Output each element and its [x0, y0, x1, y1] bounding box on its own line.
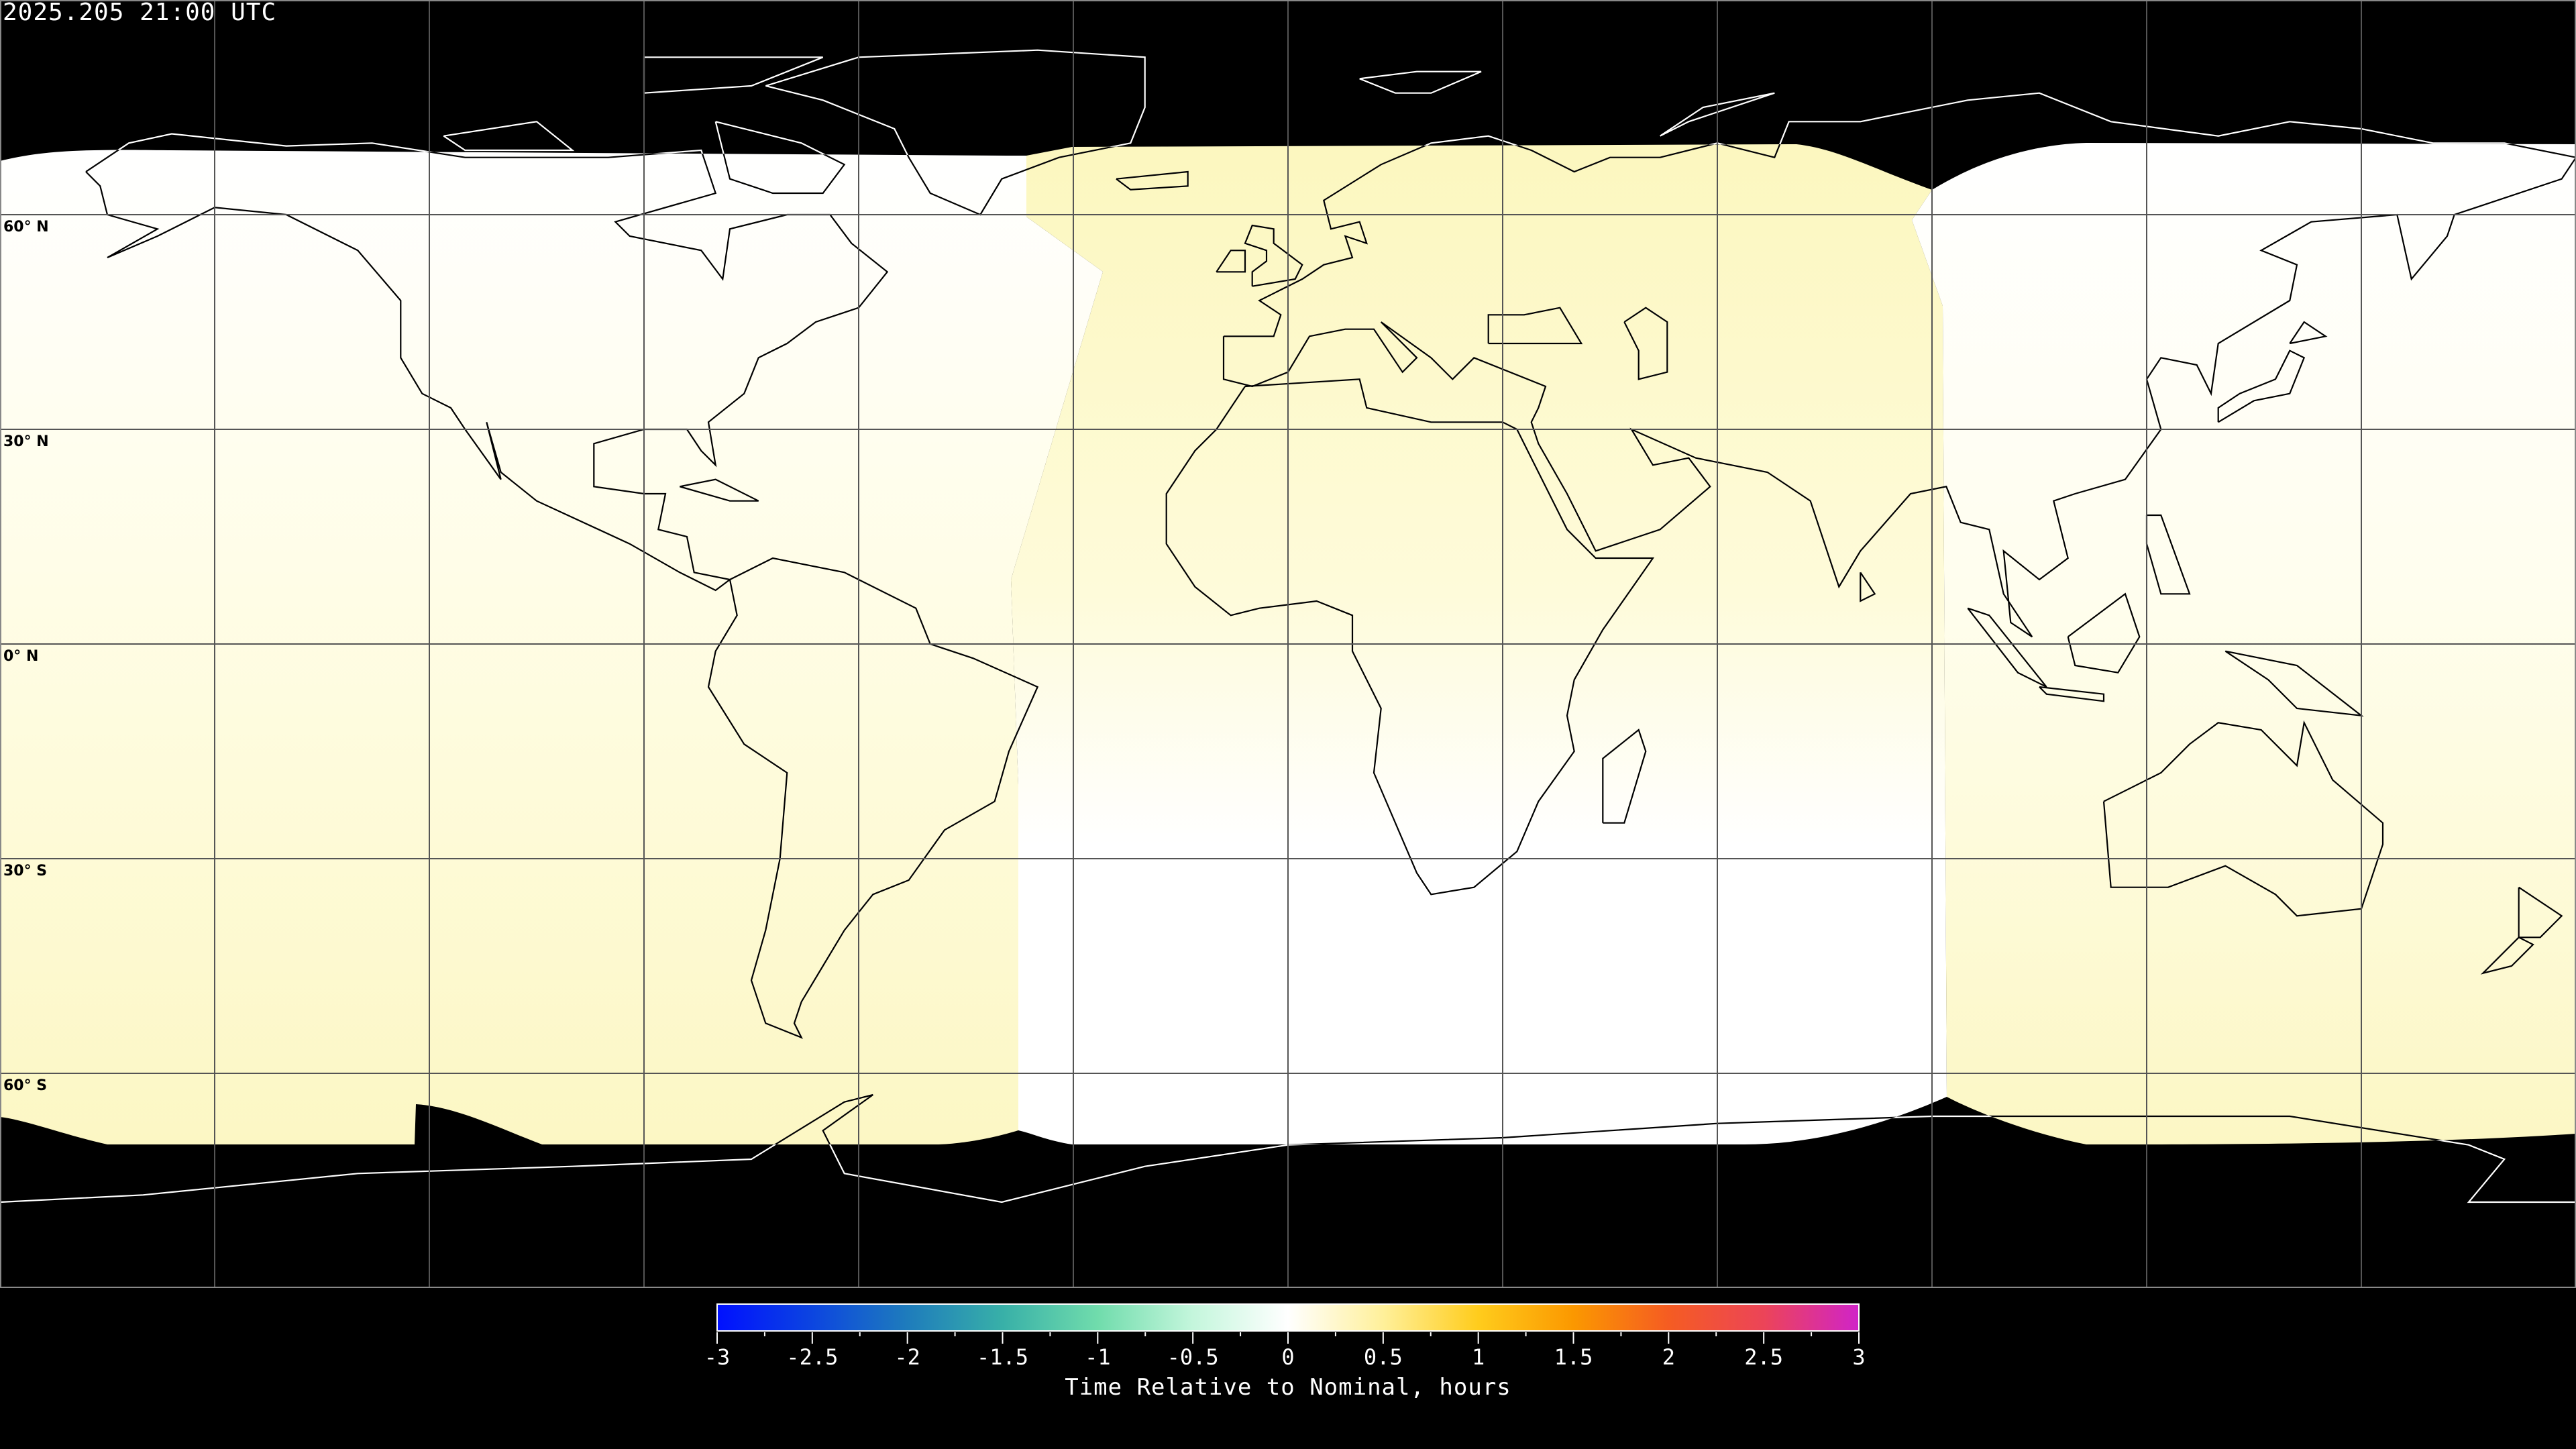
coastline-nz-north	[2518, 886, 2563, 938]
latitude-label: 30° S	[3, 863, 48, 879]
colorbar-title: Time Relative to Nominal, hours	[1065, 1374, 1511, 1401]
colorbar-tick-label: -1.5	[977, 1344, 1028, 1370]
coastline-britain	[1244, 224, 1303, 287]
coastline-novaya-zemlya	[1660, 92, 1775, 137]
latitude-label: 60° S	[3, 1077, 48, 1094]
coastline-hokkaido	[2289, 321, 2328, 345]
map-frame	[0, 0, 2576, 1288]
coastline-java	[2039, 686, 2105, 702]
coastline-north-america	[85, 143, 889, 592]
graticule	[0, 0, 2576, 1288]
shaded-region-west	[0, 150, 1103, 1144]
world-map	[0, 0, 2576, 1288]
coastline-africa	[1165, 378, 1655, 896]
colorbar-tick-label: 0.5	[1364, 1344, 1403, 1370]
coastline-nz-south	[2480, 936, 2534, 975]
coastline-iceland	[1116, 170, 1189, 191]
colorbar-tick-label: -0.5	[1167, 1344, 1219, 1370]
coastline-sumatra	[1967, 607, 2047, 688]
colorbar-tick-label: -2.5	[786, 1344, 838, 1370]
colorbar-tick-label: 1.5	[1554, 1344, 1593, 1370]
coastline-cuba	[679, 478, 759, 502]
colorbar-tick-label: 3	[1852, 1344, 1865, 1370]
colorbar-tick-label: -1	[1085, 1344, 1111, 1370]
colorbar-ticks: -3 -2.5 -2 -1.5 -1 -0.5 0 0.5 1 1.5 2 2.5 3	[704, 1332, 1866, 1370]
coastline-svalbard	[1359, 70, 1482, 94]
colorbar-gradient	[716, 1303, 1860, 1332]
coastline-black-sea	[1487, 307, 1583, 345]
colorbar: -3 -2.5 -2 -1.5 -1 -0.5 0 0.5 1 1.5 2 2.5 3	[704, 1303, 1866, 1370]
coastline-antarctica	[0, 1093, 2576, 1144]
coastline-ireland	[1216, 250, 1246, 273]
coastlines-day	[0, 143, 2576, 1144]
colorbar-tick-label: 1	[1472, 1344, 1485, 1370]
coastline-borneo	[2067, 592, 2141, 674]
coastline-australia	[2102, 720, 2384, 917]
colorbar-tick-label: -2	[894, 1344, 920, 1370]
coastline-south-america	[707, 557, 1039, 1039]
coastline-honshu	[2217, 350, 2306, 423]
coastline-madagascar	[1602, 729, 1647, 824]
coastline-sri-lanka	[1860, 572, 1876, 602]
colorbar-tick-label: 2	[1662, 1344, 1675, 1370]
latitude-label: 60° N	[3, 219, 49, 235]
coastline-greenland	[765, 143, 1146, 216]
colorbar-tick-label: 0	[1281, 1344, 1294, 1370]
coastline-caspian	[1623, 307, 1668, 380]
latitude-label: 0° N	[3, 648, 39, 665]
colorbar-tick-label: -3	[704, 1344, 731, 1370]
coastline-new-guinea	[2224, 650, 2364, 717]
coastline-eurasia	[1222, 143, 2576, 638]
coastline-victoria-island	[443, 121, 575, 152]
latitude-label: 30° N	[3, 433, 49, 450]
timestamp-title: 2025.205 21:00 UTC	[3, 0, 277, 26]
colorbar-tick-label: 2.5	[1744, 1344, 1783, 1370]
